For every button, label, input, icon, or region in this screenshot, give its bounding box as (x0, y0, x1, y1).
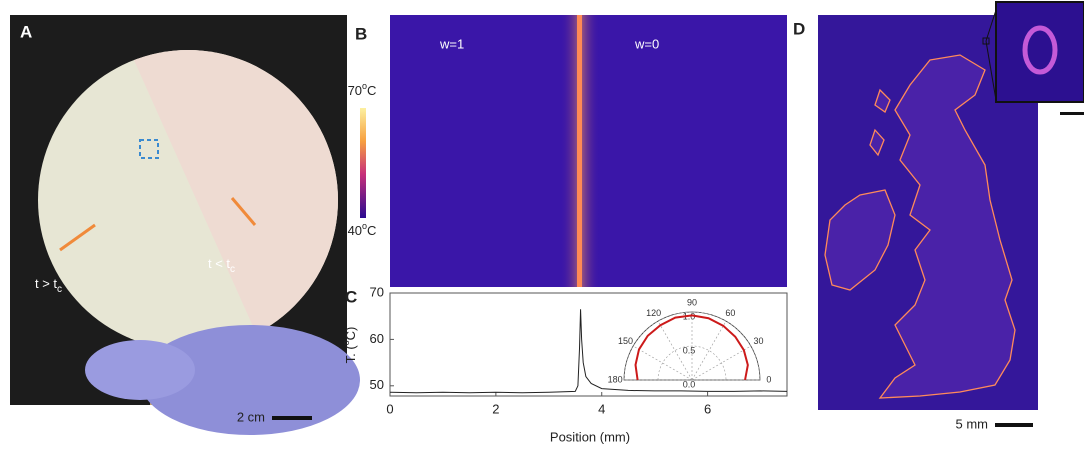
scale-label: 2 cm (237, 409, 265, 424)
y-tick-label: 60 (370, 331, 384, 346)
roi-box (139, 139, 159, 159)
zoom-inset (995, 1, 1084, 103)
colorbar-max: 70oC (348, 81, 377, 98)
zoom-box (982, 37, 990, 45)
great-britain (878, 54, 1016, 399)
text: 40 (348, 223, 362, 238)
text: t > t (35, 276, 57, 291)
text: C (367, 223, 376, 238)
polar-grid-spoke (691, 320, 727, 381)
y-axis-label: T. (oC) (341, 327, 358, 364)
polar-grid-spoke (632, 345, 693, 381)
panel-label: A (20, 22, 32, 41)
glove-thumb (85, 340, 195, 400)
superscript: o (362, 81, 367, 91)
annotation: t > tc (35, 276, 62, 294)
coastline (824, 54, 1016, 399)
polar-grid-spoke (691, 345, 752, 381)
zoom-feature (1022, 25, 1058, 75)
polar-line (634, 314, 749, 381)
text: t < t (208, 256, 230, 271)
x-tick-label: 4 (598, 401, 605, 416)
heat-line (577, 15, 582, 287)
colorbar-min: 40oC (348, 221, 377, 238)
annotation: w=1 (439, 36, 464, 51)
zoom-line (985, 9, 997, 42)
x-tick-label: 6 (704, 401, 711, 416)
theta-tick-label: 60 (725, 308, 735, 318)
text: T. ( (343, 345, 358, 364)
superscript: o (362, 221, 367, 231)
theta-tick-label: 0 (766, 374, 771, 384)
y-tick-label: 50 (370, 377, 384, 392)
r-tick-label: 0.5 (683, 345, 696, 355)
panel-label: C (345, 287, 357, 306)
scale-bar (1060, 112, 1084, 115)
theta-tick-label: 180 (608, 374, 623, 384)
superscript: o (341, 340, 351, 345)
plot-frame (389, 292, 788, 397)
colorbar (360, 108, 366, 218)
theta-tick-label: 120 (646, 308, 661, 318)
zoom-line (985, 40, 997, 101)
island (869, 128, 885, 157)
r-tick-label: 0.0 (683, 379, 696, 389)
theta-tick-label: 30 (754, 336, 764, 346)
y-tick-label: 70 (370, 284, 384, 299)
wafer (38, 50, 338, 350)
text: C) (343, 327, 358, 341)
x-tick-label: 0 (386, 401, 393, 416)
polar-grid-spoke (657, 320, 693, 381)
x-tick-label: 2 (492, 401, 499, 416)
wafer-right (125, 50, 338, 350)
subscript: c (230, 264, 235, 275)
panel-label: B (355, 24, 367, 43)
panel-label: D (793, 19, 805, 38)
theta-tick-label: 150 (618, 336, 633, 346)
glove (140, 325, 360, 435)
ireland (824, 189, 896, 291)
x-axis-label: Position (mm) (550, 429, 630, 444)
arrow (59, 223, 96, 252)
subscript: c (57, 284, 62, 295)
theta-tick-label: 90 (687, 298, 697, 308)
annotation: w=0 (634, 36, 659, 51)
scale-bar (995, 423, 1033, 427)
island (874, 88, 891, 113)
scale-label: 5 mm (956, 416, 989, 431)
scale-bar (272, 416, 312, 420)
annotation: t < tc (208, 256, 235, 274)
text: C (367, 83, 376, 98)
data-line (389, 309, 788, 394)
text: 70 (348, 83, 362, 98)
arrow (230, 197, 257, 226)
